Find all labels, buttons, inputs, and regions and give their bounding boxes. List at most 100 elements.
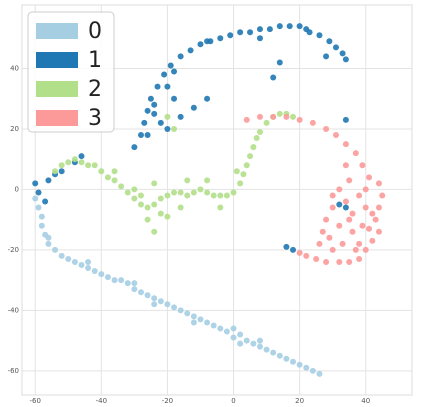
point xyxy=(356,240,363,247)
point xyxy=(131,144,138,151)
y-tick-label: 40 xyxy=(10,64,19,72)
point xyxy=(171,189,178,196)
point xyxy=(210,322,217,329)
point xyxy=(171,68,178,75)
y-tick-label: -20 xyxy=(8,246,19,254)
point xyxy=(296,116,303,123)
point xyxy=(187,47,194,54)
point xyxy=(184,192,191,199)
point xyxy=(137,132,144,138)
point xyxy=(52,246,59,253)
point xyxy=(346,258,353,265)
point xyxy=(157,119,164,126)
point xyxy=(276,23,283,30)
point xyxy=(323,258,330,265)
point xyxy=(32,195,39,202)
point xyxy=(157,298,164,305)
point xyxy=(339,240,346,247)
point xyxy=(352,150,359,157)
point xyxy=(164,83,171,90)
point xyxy=(256,128,263,135)
point xyxy=(204,319,211,326)
point xyxy=(329,192,336,199)
point xyxy=(58,162,65,169)
point xyxy=(177,189,184,196)
point xyxy=(336,201,343,208)
point xyxy=(296,23,303,30)
point xyxy=(303,252,310,259)
legend-box xyxy=(27,11,115,133)
point xyxy=(309,367,316,374)
point xyxy=(85,265,92,272)
point xyxy=(151,201,158,208)
point xyxy=(45,240,52,247)
point xyxy=(190,189,197,196)
point xyxy=(217,35,224,42)
point xyxy=(237,29,244,36)
point xyxy=(65,255,72,262)
point xyxy=(78,159,85,166)
point xyxy=(98,271,105,278)
point xyxy=(290,113,297,120)
x-tick-label: -20 xyxy=(162,397,173,405)
point xyxy=(151,110,158,117)
point xyxy=(45,234,52,241)
point xyxy=(204,38,211,45)
point xyxy=(111,168,118,175)
point xyxy=(223,192,230,199)
point xyxy=(276,110,283,117)
point xyxy=(151,228,158,235)
point xyxy=(359,222,366,229)
x-tick-label: 40 xyxy=(361,397,370,405)
point xyxy=(366,225,373,232)
point xyxy=(342,141,349,148)
point xyxy=(131,195,138,202)
point xyxy=(369,210,376,217)
point xyxy=(171,95,178,102)
legend-label: 0 xyxy=(88,19,102,44)
point xyxy=(276,59,283,66)
point xyxy=(336,258,343,265)
point xyxy=(118,277,125,284)
point xyxy=(303,364,310,371)
point xyxy=(379,192,386,199)
point xyxy=(247,29,254,36)
point xyxy=(342,198,349,205)
point xyxy=(177,53,184,60)
point xyxy=(349,228,356,235)
point xyxy=(362,246,369,253)
point xyxy=(210,192,217,199)
point xyxy=(104,274,111,281)
point xyxy=(296,249,303,256)
point xyxy=(124,280,131,287)
point xyxy=(197,316,204,323)
point xyxy=(313,255,320,262)
point xyxy=(263,346,270,353)
point xyxy=(375,228,382,235)
point xyxy=(356,192,363,199)
point xyxy=(230,334,237,341)
point xyxy=(290,246,297,253)
point xyxy=(375,180,382,187)
point xyxy=(171,304,178,311)
point xyxy=(35,204,42,211)
point xyxy=(151,301,158,308)
point xyxy=(329,204,336,211)
point xyxy=(356,255,363,262)
x-tick-label: 20 xyxy=(295,397,304,405)
point xyxy=(329,246,336,253)
point xyxy=(217,325,224,332)
point xyxy=(243,162,250,169)
point xyxy=(144,292,151,299)
point xyxy=(366,174,373,181)
point xyxy=(157,210,164,217)
point xyxy=(283,243,290,250)
point xyxy=(104,174,111,181)
point xyxy=(270,113,277,120)
y-tick-label: 0 xyxy=(15,185,19,193)
x-tick-label: -60 xyxy=(30,397,41,405)
point xyxy=(124,189,131,196)
point xyxy=(154,83,161,90)
point xyxy=(362,204,369,211)
